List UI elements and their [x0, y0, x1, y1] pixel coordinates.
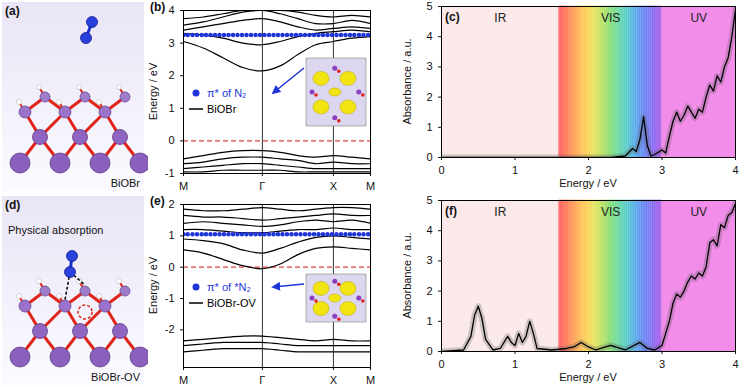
svg-text:BiOBr-OV: BiOBr-OV: [91, 371, 141, 383]
svg-text:4: 4: [168, 4, 174, 16]
svg-text:UV: UV: [690, 11, 707, 25]
svg-text:1: 1: [426, 315, 432, 327]
svg-text:0: 0: [438, 164, 444, 176]
svg-text:3: 3: [168, 37, 174, 49]
svg-text:0: 0: [168, 261, 174, 273]
svg-text:4: 4: [426, 224, 432, 236]
svg-text:M: M: [179, 374, 188, 386]
svg-text:Absorbance / a.u.: Absorbance / a.u.: [401, 38, 413, 124]
svg-text:M: M: [179, 180, 188, 192]
svg-text:0: 0: [168, 134, 174, 146]
svg-text:-1: -1: [165, 292, 175, 304]
svg-text:2: 2: [168, 69, 174, 81]
svg-text:VIS: VIS: [601, 11, 620, 25]
svg-text:(c): (c): [445, 10, 460, 24]
html-text:BiOBr-OV: BiOBr-OV: [207, 297, 256, 309]
svg-text:(e): (e): [150, 194, 165, 208]
svg-text:0: 0: [426, 345, 432, 357]
svg-text:2: 2: [585, 358, 591, 370]
svg-text:5: 5: [426, 0, 432, 12]
svg-text:3: 3: [659, 358, 665, 370]
svg-text:3: 3: [659, 164, 665, 176]
svg-text:2: 2: [426, 91, 432, 103]
svg-text:BiOBr: BiOBr: [111, 177, 141, 189]
svg-text:4: 4: [732, 164, 738, 176]
svg-text:2: 2: [426, 285, 432, 297]
svg-text:X: X: [330, 374, 338, 386]
svg-text:3: 3: [426, 60, 432, 72]
svg-text:Physical absorption: Physical absorption: [8, 224, 103, 236]
html-text:π* of *N₂: π* of *N₂: [207, 281, 251, 293]
svg-text:Energy / eV: Energy / eV: [559, 177, 617, 189]
svg-text:-1: -1: [165, 167, 175, 179]
svg-text:1: 1: [168, 229, 174, 241]
svg-text:2: 2: [168, 198, 174, 210]
svg-text:0: 0: [438, 358, 444, 370]
svg-text:(b): (b): [150, 0, 165, 14]
svg-text:VIS: VIS: [601, 205, 620, 219]
svg-text:4: 4: [426, 30, 432, 42]
svg-text:0: 0: [426, 151, 432, 163]
svg-text:4: 4: [732, 358, 738, 370]
svg-text:(f): (f): [445, 204, 457, 218]
svg-text:Energy / eV: Energy / eV: [147, 256, 159, 314]
svg-text:3: 3: [426, 254, 432, 266]
svg-text:(a): (a): [5, 4, 20, 18]
svg-text:1: 1: [426, 121, 432, 133]
svg-text:1: 1: [512, 358, 518, 370]
svg-text:X: X: [330, 180, 338, 192]
svg-text:Γ: Γ: [259, 180, 265, 192]
svg-text:1: 1: [512, 164, 518, 176]
svg-text:Energy / eV: Energy / eV: [147, 62, 159, 120]
svg-text:Energy / eV: Energy / eV: [559, 371, 617, 383]
svg-text:-2: -2: [165, 323, 175, 335]
svg-text:M: M: [366, 374, 375, 386]
svg-text:Absorbance / a.u.: Absorbance / a.u.: [401, 232, 413, 318]
svg-text:UV: UV: [690, 205, 707, 219]
html-text:π* of N₂: π* of N₂: [207, 87, 247, 99]
svg-text:1: 1: [168, 102, 174, 114]
svg-text:IR: IR: [494, 11, 506, 25]
svg-text:IR: IR: [494, 205, 506, 219]
svg-text:5: 5: [426, 194, 432, 206]
svg-text:Γ: Γ: [259, 374, 265, 386]
svg-text:(d): (d): [5, 198, 20, 212]
svg-text:2: 2: [585, 164, 591, 176]
svg-text:M: M: [366, 180, 375, 192]
html-text:BiOBr: BiOBr: [207, 103, 237, 115]
